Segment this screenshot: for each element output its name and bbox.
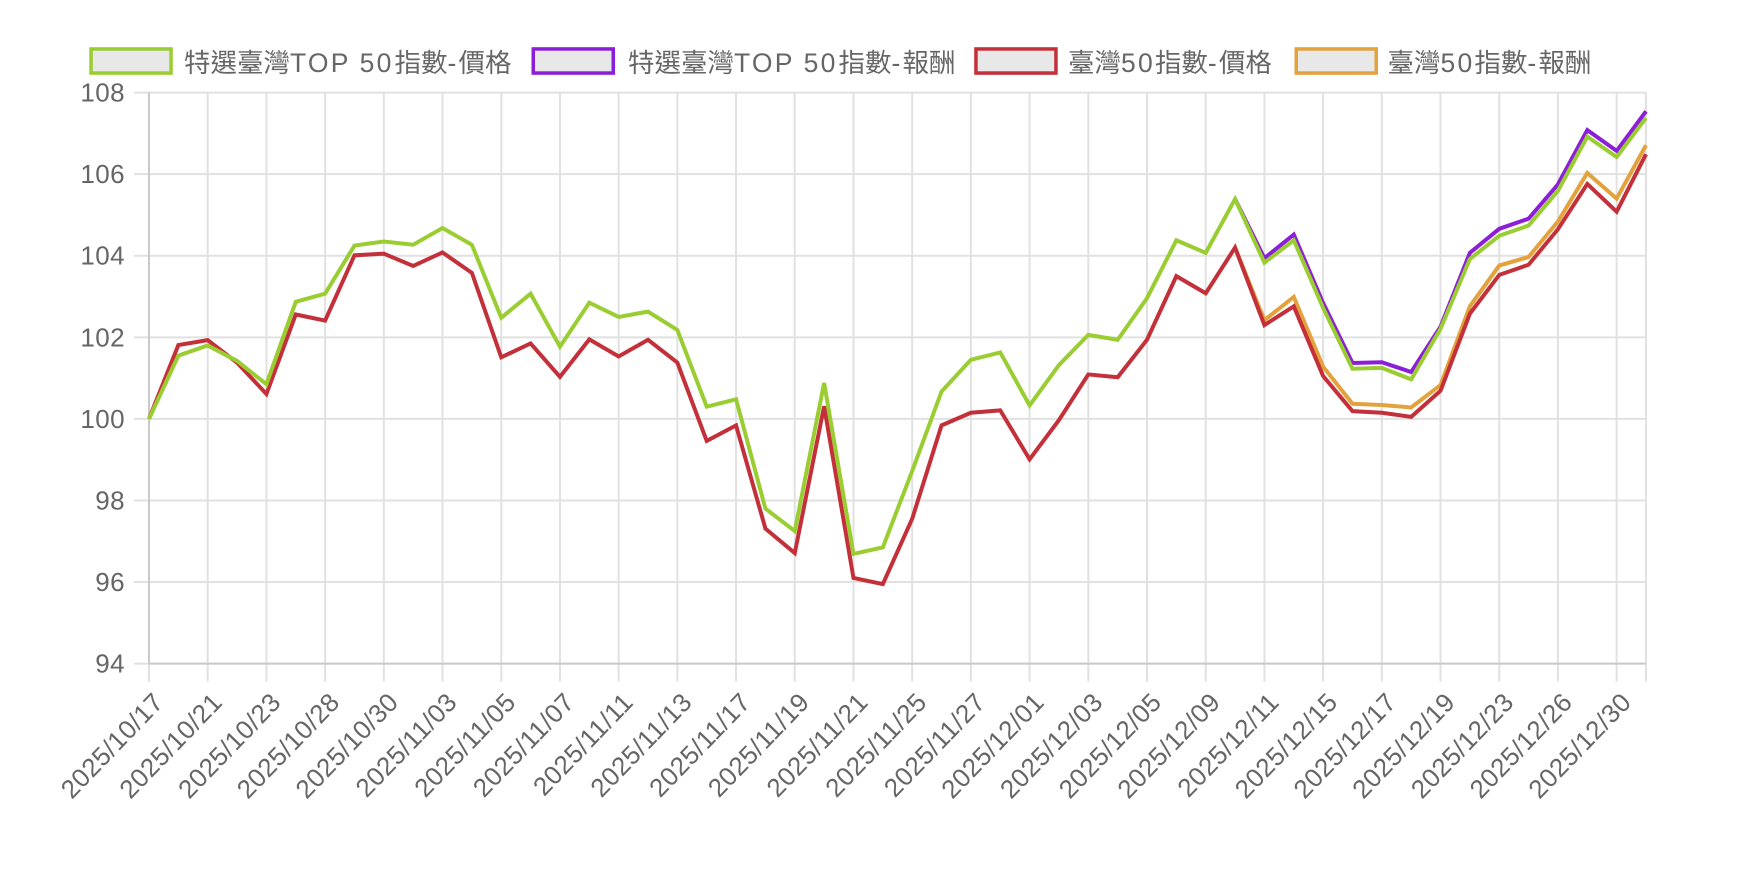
svg-text:50: 50 (1121, 48, 1155, 78)
svg-text:94: 94 (95, 649, 125, 679)
svg-text:104: 104 (80, 241, 125, 271)
svg-text:96: 96 (95, 567, 125, 597)
svg-text:TOP 50: TOP 50 (290, 48, 394, 78)
svg-text:50: 50 (1441, 48, 1475, 78)
svg-text:100: 100 (80, 404, 125, 434)
svg-text:98: 98 (95, 486, 125, 516)
svg-text:108: 108 (80, 78, 125, 108)
svg-text:106: 106 (80, 159, 125, 189)
svg-text:TOP 50: TOP 50 (734, 48, 838, 78)
svg-text:-: - (892, 48, 903, 78)
svg-text:-: - (1208, 48, 1219, 78)
svg-text:102: 102 (80, 322, 125, 352)
svg-text:-: - (1527, 48, 1538, 78)
svg-text:-: - (448, 48, 459, 78)
